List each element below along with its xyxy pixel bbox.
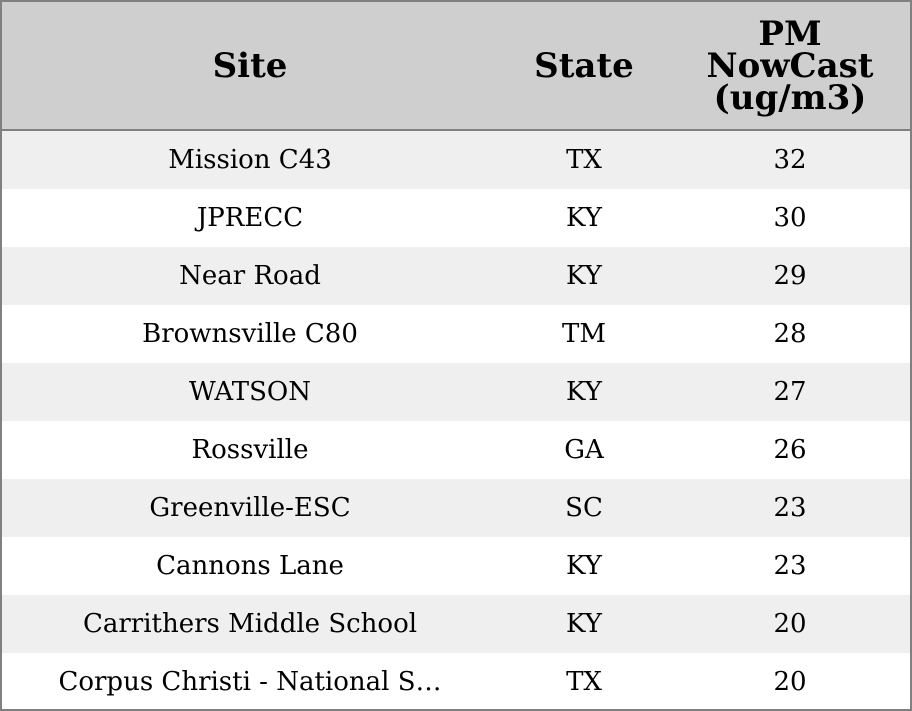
state-cell: KY	[566, 261, 602, 291]
column-header-pm-nowcast: PM NowCast (ug/m3)	[706, 13, 874, 118]
pm-value-cell: 27	[773, 377, 807, 407]
pm-value-cell: 20	[773, 667, 807, 697]
state-cell: TX	[566, 145, 602, 175]
pm-value-cell: 30	[773, 203, 807, 233]
site-cell: JPRECC	[196, 203, 304, 233]
site-cell: Near Road	[179, 261, 321, 291]
state-cell: KY	[566, 551, 602, 581]
table-body: Mission C43 TX 32 JPRECC KY 30 Near Road…	[2, 131, 910, 709]
table-row: Carrithers Middle School KY 20	[2, 595, 910, 653]
state-cell: TM	[562, 319, 606, 349]
state-cell: KY	[566, 203, 602, 233]
site-cell: Mission C43	[168, 145, 332, 175]
column-header-site: Site	[212, 45, 288, 86]
pm-value-cell: 23	[773, 551, 807, 581]
column-header-state: State	[534, 45, 634, 86]
state-cell: KY	[566, 609, 602, 639]
table-row: Brownsville C80 TM 28	[2, 305, 910, 363]
pm-value-cell: 29	[773, 261, 807, 291]
table-row: Cannons Lane KY 23	[2, 537, 910, 595]
table-row: Rossville GA 26	[2, 421, 910, 479]
pm-value-cell: 26	[773, 435, 807, 465]
pm-value-cell: 23	[773, 493, 807, 523]
state-cell: SC	[565, 493, 603, 523]
state-cell: TX	[566, 667, 602, 697]
table-row: WATSON KY 27	[2, 363, 910, 421]
state-cell: GA	[564, 435, 604, 465]
table-header-row: Site State PM NowCast (ug/m3)	[2, 2, 910, 131]
pm-value-cell: 28	[773, 319, 807, 349]
state-cell: KY	[566, 377, 602, 407]
table-row: JPRECC KY 30	[2, 189, 910, 247]
table-row: Corpus Christi - National S… TX 20	[2, 653, 910, 709]
site-cell: Greenville-ESC	[149, 493, 351, 523]
table-row: Greenville-ESC SC 23	[2, 479, 910, 537]
site-cell: Corpus Christi - National S…	[58, 667, 442, 697]
site-cell: Cannons Lane	[156, 551, 344, 581]
pm-value-cell: 20	[773, 609, 807, 639]
table-row: Mission C43 TX 32	[2, 131, 910, 189]
table-row: Near Road KY 29	[2, 247, 910, 305]
site-cell: Brownsville C80	[142, 319, 358, 349]
pm-value-cell: 32	[773, 145, 807, 175]
site-cell: WATSON	[188, 377, 311, 407]
site-cell: Carrithers Middle School	[82, 609, 418, 639]
site-cell: Rossville	[191, 435, 309, 465]
